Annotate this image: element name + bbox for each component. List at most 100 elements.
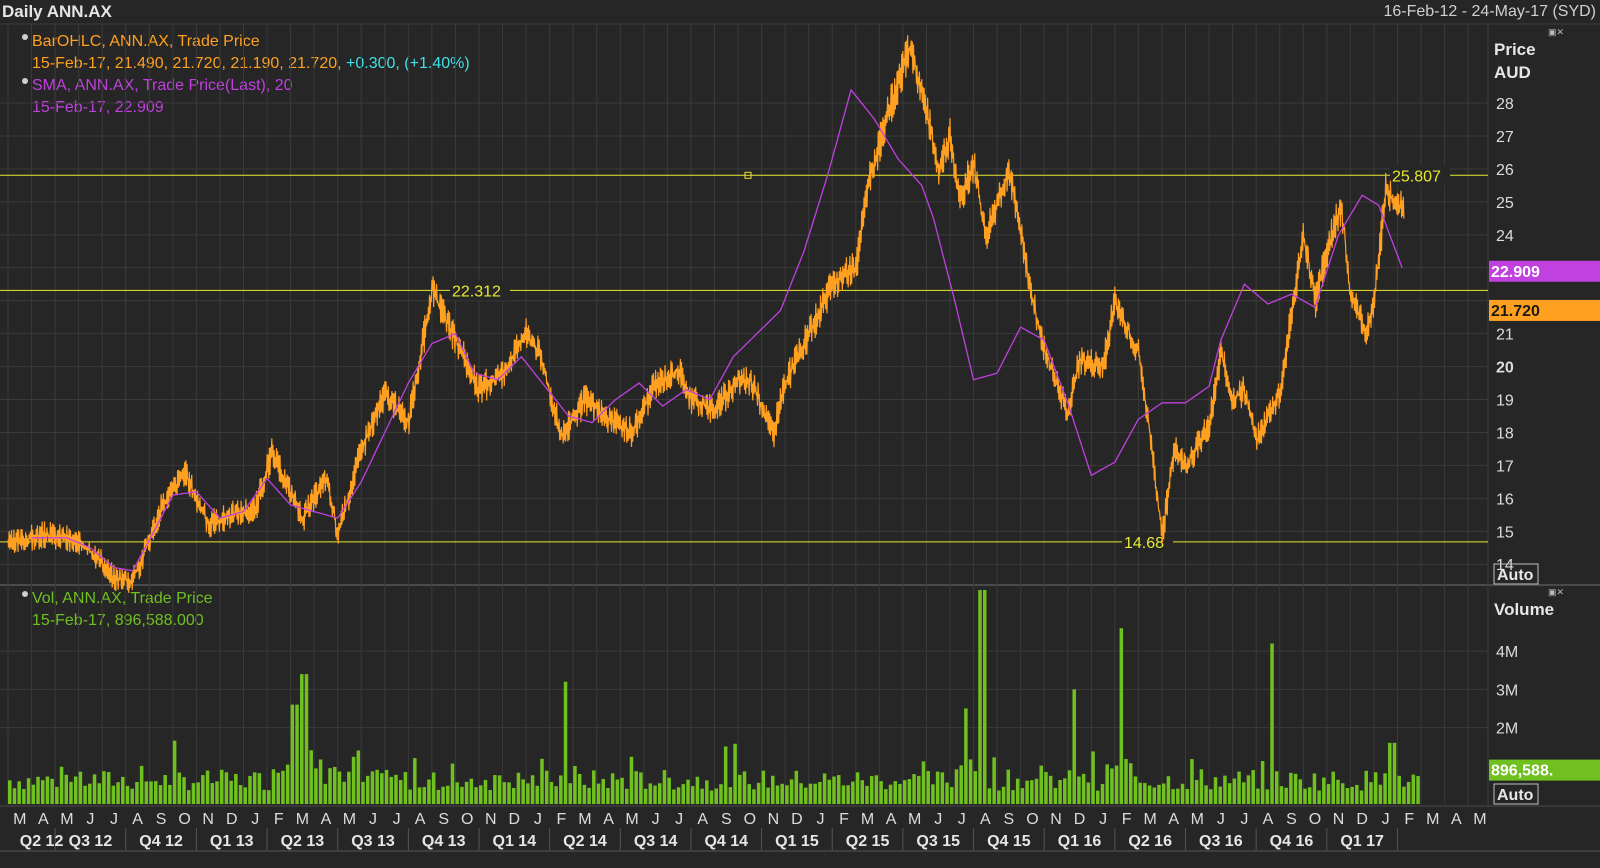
sma-legend-dot-icon[interactable]	[22, 78, 28, 84]
volume-bar	[540, 758, 544, 804]
volume-bar	[714, 788, 719, 804]
volume-legend-dot-icon[interactable]	[22, 591, 28, 597]
volume-bar	[394, 774, 398, 804]
ohlc-legend-dot-icon[interactable]	[22, 34, 28, 40]
volume-bar	[1298, 779, 1303, 804]
month-tick-label: N	[1050, 811, 1062, 828]
month-tick-label: N	[202, 811, 214, 828]
quarter-tick-label: Q2 14	[563, 833, 607, 850]
month-tick-label: F	[839, 811, 849, 828]
volume-bar	[229, 780, 233, 804]
quarter-tick-label: Q4 12	[139, 833, 183, 850]
volume-bar	[855, 772, 860, 804]
volume-bar	[1350, 786, 1354, 804]
quarter-tick-label: Q3 15	[916, 833, 960, 850]
volume-bar	[1194, 780, 1199, 804]
volume-bar	[968, 759, 973, 804]
volume-bar	[365, 775, 370, 804]
volume-bar	[257, 773, 262, 804]
volume-bar	[318, 759, 323, 804]
month-tick-label: F	[1122, 811, 1132, 828]
month-tick-label: N	[768, 811, 780, 828]
volume-bar	[1274, 771, 1279, 804]
month-tick-label: M	[908, 811, 921, 828]
volume-bar	[45, 776, 50, 804]
volume-auto-button[interactable]	[1493, 783, 1539, 805]
volume-bar	[446, 785, 450, 804]
volume-bar	[168, 784, 172, 804]
volume-bar	[59, 766, 64, 804]
month-tick-label: O	[1026, 811, 1038, 828]
volume-bar	[1110, 768, 1114, 804]
volume-bar	[398, 780, 403, 804]
volume-bar	[1307, 787, 1312, 804]
volume-bar	[73, 776, 78, 804]
volume-bar	[309, 750, 313, 804]
volume-bar	[992, 757, 996, 804]
volume-bar	[479, 785, 483, 804]
sma-legend[interactable]: SMA, ANN.AX, Trade Price(Last), 20	[22, 77, 293, 95]
volume-bar	[893, 781, 897, 804]
volume-bar	[347, 771, 351, 804]
price-tick-label: 14	[1496, 557, 1514, 574]
volume-bar	[356, 750, 361, 804]
volume-bar	[860, 780, 865, 804]
volume-bar	[653, 785, 657, 804]
volume-bar	[332, 766, 337, 804]
month-tick-label: O	[178, 811, 190, 828]
volume-bar	[1044, 772, 1048, 804]
ohlc-legend[interactable]: BarOHLC, ANN.AX, Trade Price	[22, 33, 260, 51]
volume-bar	[285, 764, 290, 804]
volume-bar	[662, 770, 667, 804]
quarter-tick-label: Q2 13	[281, 833, 325, 850]
volume-bar	[144, 781, 149, 804]
volume-bar	[1270, 643, 1274, 804]
price-auto-button[interactable]	[1493, 563, 1539, 585]
month-tick-label: M	[13, 811, 26, 828]
volume-bar	[1388, 742, 1392, 804]
volume-bar	[705, 780, 709, 804]
price-axis-title: Price	[1494, 40, 1536, 59]
month-tick-label: D	[226, 811, 238, 828]
volume-bar	[1378, 784, 1383, 804]
price-panel-window-controls-icon[interactable]: ▣✕	[1548, 27, 1565, 37]
volume-legend[interactable]: Vol, ANN.AX, Trade Price	[22, 590, 213, 608]
volume-bar	[832, 776, 836, 804]
volume-bar	[300, 674, 304, 804]
volume-bar	[417, 787, 422, 804]
quarter-tick-label: Q1 17	[1340, 833, 1384, 850]
volume-bar	[879, 781, 883, 804]
price-tick-label: 28	[1496, 96, 1514, 113]
volume-bar	[304, 674, 309, 804]
last-volume-tag-bg	[1489, 759, 1600, 781]
volume-bar	[846, 785, 850, 804]
volume-bar	[676, 787, 681, 804]
volume-panel-window-controls-icon[interactable]: ▣✕	[1548, 587, 1565, 597]
volume-bar	[1204, 785, 1208, 804]
month-tick-label: D	[1074, 811, 1086, 828]
volume-bar	[276, 772, 280, 804]
volume-bar	[1237, 771, 1241, 804]
volume-bar	[559, 775, 563, 804]
volume-bar	[615, 779, 620, 804]
month-tick-label: F	[1404, 811, 1414, 828]
volume-bar	[238, 785, 243, 804]
volume-bar	[959, 765, 963, 804]
volume-bar	[516, 772, 521, 804]
price-tick-label: 27	[1496, 129, 1514, 146]
volume-bar	[521, 779, 525, 804]
volume-bar	[775, 785, 780, 804]
month-tick-label: J	[251, 811, 259, 828]
quarter-tick-label: Q2 15	[846, 833, 890, 850]
chart-title: Daily ANN.AX	[2, 2, 112, 21]
volume-bar	[243, 787, 248, 804]
volume-bar	[907, 779, 912, 804]
volume-bar	[205, 770, 210, 804]
price-tick-label: 19	[1496, 393, 1514, 410]
volume-bar	[248, 775, 252, 804]
month-tick-label: J	[958, 811, 966, 828]
volume-bar	[55, 786, 59, 804]
volume-bar	[1345, 788, 1350, 804]
month-tick-label: J	[393, 811, 401, 828]
